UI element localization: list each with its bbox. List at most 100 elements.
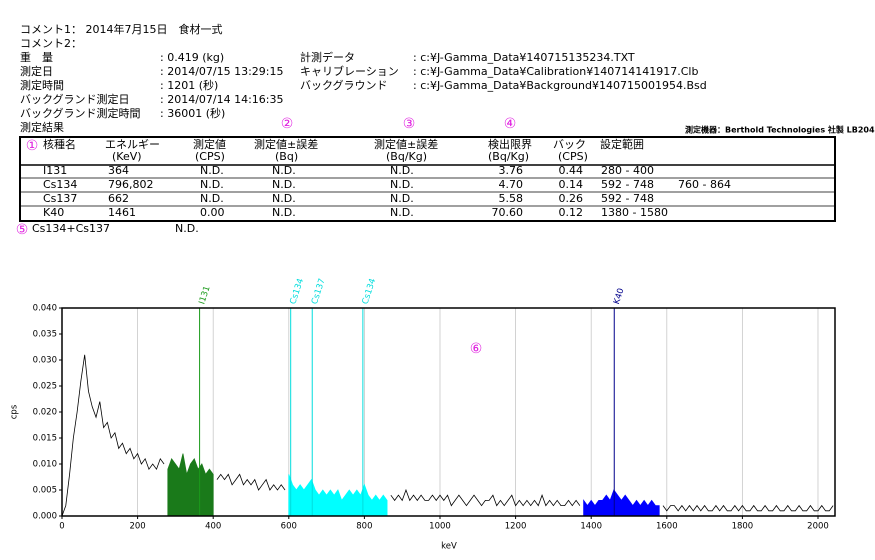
y-tick-label: 0.030 — [33, 356, 57, 366]
comment: コメント1： 2014年7月15日 食材一式 — [20, 22, 222, 36]
x-tick-label: 1400 — [580, 522, 602, 532]
table-cell: 280 - 400 — [601, 164, 654, 177]
table-cell: 70.60 — [492, 206, 524, 219]
table-cell: N.D. — [390, 192, 414, 205]
info-label: 測定日 — [20, 64, 53, 78]
table-cell: N.D. — [390, 206, 414, 219]
column-header: 設定範囲 — [600, 137, 644, 151]
peak-label: Cs134 — [288, 277, 306, 305]
table-cell: N.D. — [200, 178, 224, 191]
column-unit: (Bq/Kg) — [386, 150, 427, 163]
y-tick-label: 0.025 — [33, 382, 57, 392]
total-label: Cs134+Cs137 — [32, 222, 110, 235]
info-value: : 2014/07/14 14:16:35 — [160, 93, 284, 106]
y-tick-label: 0.010 — [33, 460, 57, 470]
x-tick-label: 1800 — [732, 522, 754, 532]
table-cell: 0.26 — [559, 192, 584, 205]
total-value: N.D. — [175, 222, 199, 235]
table-cell: I131 — [43, 164, 67, 177]
table-cell: 0.00 — [200, 206, 225, 219]
region-area — [583, 489, 660, 517]
table-cell: 5.58 — [499, 192, 524, 205]
info-label: 重 量 — [20, 50, 53, 64]
info-value: : 2014/07/15 13:29:15 — [160, 65, 284, 78]
section-title: 測定結果 — [20, 120, 64, 134]
y-tick-label: 0.040 — [33, 304, 57, 314]
region-area — [167, 453, 214, 517]
table-cell: 760 - 864 — [678, 178, 731, 191]
marker: ② — [281, 116, 294, 132]
info-value: : 1201 (秒) — [160, 78, 218, 92]
table-cell: N.D. — [390, 178, 414, 191]
info-label: 測定時間 — [20, 78, 64, 92]
marker: ⑤ — [16, 222, 29, 238]
table-cell: 3.76 — [499, 164, 524, 177]
peak-label: Cs137 — [310, 277, 328, 305]
file-label: 計測データ — [300, 50, 355, 64]
peak-label: I131 — [197, 285, 212, 306]
peak-label: Cs134 — [361, 277, 379, 305]
table-cell: N.D. — [272, 164, 296, 177]
table-cell: 0.12 — [559, 206, 584, 219]
x-tick-label: 600 — [281, 522, 297, 532]
column-unit: (CPS) — [558, 150, 588, 163]
table-cell: 592 - 748 — [601, 192, 654, 205]
table-frame — [19, 136, 836, 222]
column-unit: (CPS) — [195, 150, 225, 163]
file-label: バックグラウンド — [300, 78, 388, 92]
column-header: バック — [553, 138, 586, 151]
table-cell: Cs134 — [43, 178, 77, 191]
column-header: 測定値 — [193, 137, 226, 151]
x-tick-label: 800 — [356, 522, 372, 532]
y-tick-label: 0.005 — [33, 486, 57, 496]
file-label: キャリブレーション — [300, 64, 399, 78]
y-tick-label: 0.000 — [33, 512, 57, 522]
table-cell: 0.14 — [559, 178, 584, 191]
table-cell: N.D. — [200, 192, 224, 205]
column-header: 測定値±誤差 — [374, 137, 438, 151]
table-cell: Cs137 — [43, 192, 77, 205]
plot-frame — [61, 307, 836, 517]
table-cell: 662 — [108, 192, 129, 205]
table-cell: 796,802 — [108, 178, 154, 191]
spectrum-line — [662, 504, 834, 512]
file-value: : c:¥J-Gamma_Data¥140715135234.TXT — [413, 51, 635, 64]
x-tick-label: 400 — [205, 522, 221, 532]
x-tick-label: 1600 — [656, 522, 678, 532]
column-header: 検出限界 — [488, 137, 532, 151]
column-header: 核種名 — [43, 137, 76, 151]
column-header: エネルギー — [105, 138, 160, 151]
y-tick-label: 0.035 — [33, 330, 57, 340]
table-cell: 0.44 — [559, 164, 584, 177]
x-tick-label: 200 — [129, 522, 145, 532]
marker: ④ — [504, 116, 517, 132]
x-tick-label: 1200 — [505, 522, 527, 532]
column-unit: (KeV) — [112, 150, 142, 163]
table-cell: 592 - 748 — [601, 178, 654, 191]
device: 測定機器：Berthold Technologies 社製 LB2045 — [685, 125, 875, 135]
spectrum-line — [390, 488, 581, 507]
table-cell: N.D. — [272, 192, 296, 205]
info-value: : 0.419 (kg) — [160, 51, 224, 64]
file-value: : c:¥J-Gamma_Data¥Background¥14071500195… — [413, 79, 707, 92]
table-cell: 1380 - 1580 — [601, 206, 668, 219]
marker: ③ — [403, 116, 416, 132]
table-cell: N.D. — [200, 164, 224, 177]
column-unit: (Bq) — [275, 150, 298, 163]
x-tick-label: 0 — [59, 522, 64, 532]
file-value: : c:¥J-Gamma_Data¥Calibration¥1407141419… — [413, 65, 698, 78]
region-area — [288, 474, 388, 517]
y-tick-label: 0.015 — [33, 434, 57, 444]
column-header: 測定値±誤差 — [254, 137, 318, 151]
marker: ⑥ — [470, 341, 483, 357]
table-cell: 1461 — [108, 206, 136, 219]
info-value: : 36001 (秒) — [160, 106, 225, 120]
comment: コメント2： — [20, 37, 82, 50]
info-label: バックグランド測定日 — [20, 92, 130, 106]
y-tick-label: 0.020 — [33, 408, 57, 418]
table-cell: N.D. — [272, 206, 296, 219]
info-label: バックグランド測定時間 — [20, 106, 141, 120]
table-cell: 4.70 — [499, 178, 524, 191]
